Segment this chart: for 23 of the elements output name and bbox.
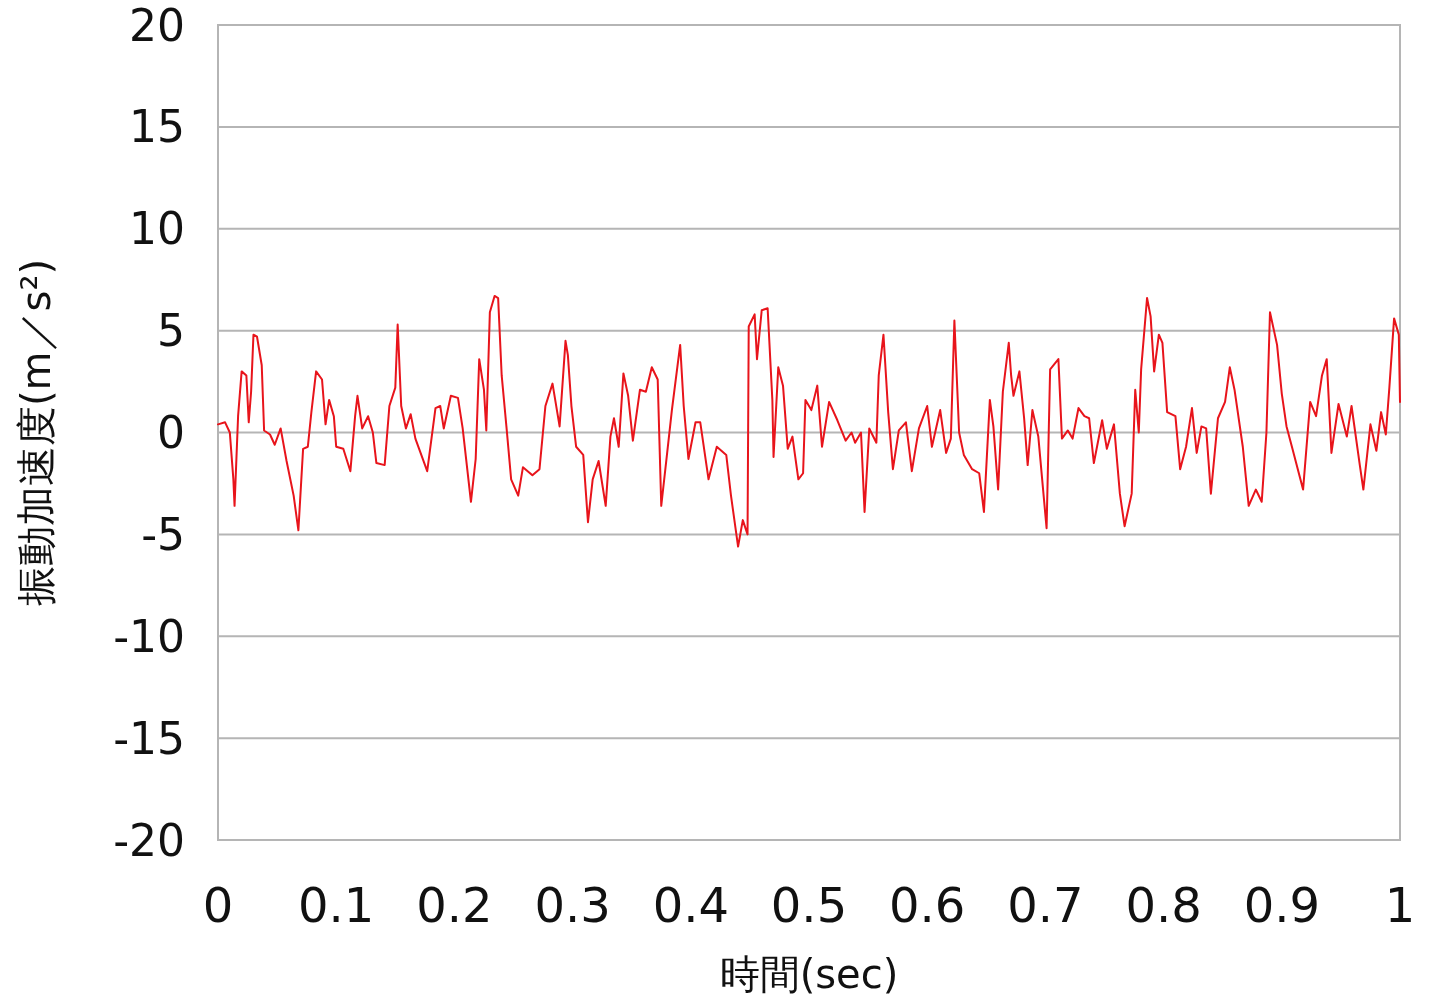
- x-axis-title: 時間(sec): [719, 951, 899, 997]
- y-tick-label: -20: [113, 814, 185, 866]
- x-tick-label: 0.7: [1007, 877, 1084, 933]
- x-tick-label: 0.3: [534, 877, 611, 933]
- y-tick-label: 0: [157, 407, 185, 458]
- x-tick-label: 0.2: [416, 877, 493, 933]
- x-tick-label: 1: [1384, 877, 1416, 933]
- y-tick-label: -5: [141, 508, 185, 560]
- y-tick-label: -15: [113, 712, 185, 764]
- y-tick-label: 15: [129, 101, 185, 153]
- x-tick-label: 0.5: [770, 877, 848, 933]
- x-tick-label: 0.1: [298, 877, 375, 933]
- y-tick-label: 5: [157, 305, 185, 357]
- x-tick-label: 0.8: [1125, 877, 1202, 933]
- y-tick-label: 20: [129, 0, 185, 51]
- y-tick-label: -10: [113, 610, 185, 662]
- y-tick-label: 10: [129, 203, 185, 255]
- x-tick-label: 0: [202, 877, 234, 933]
- x-tick-label: 0.9: [1243, 877, 1320, 933]
- line-series: [217, 294, 1401, 548]
- x-tick-label: 0.6: [889, 877, 966, 933]
- x-tick-label: 0.4: [652, 877, 729, 933]
- y-axis-title: 振動加速度(m／s²): [13, 258, 59, 607]
